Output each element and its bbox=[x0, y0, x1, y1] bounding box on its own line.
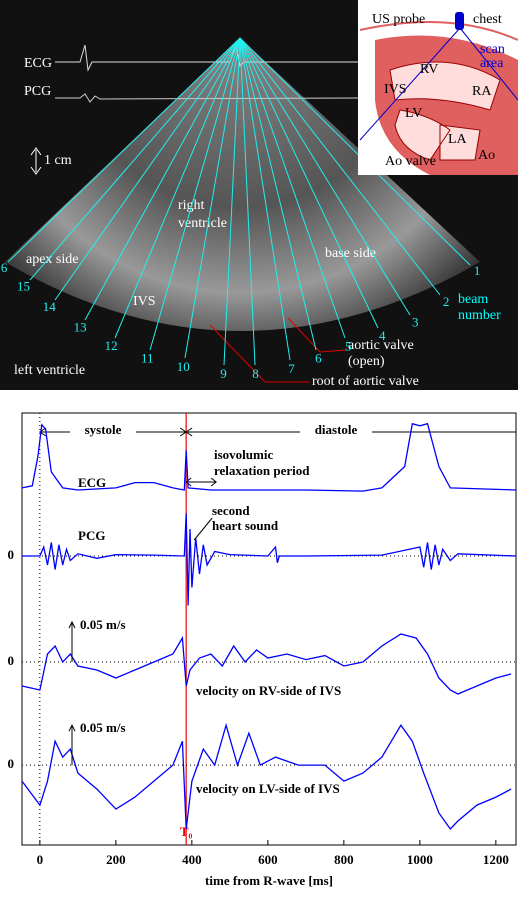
x-tick-label: 200 bbox=[106, 852, 126, 867]
phase-label: diastole bbox=[315, 422, 358, 437]
beam-label: number bbox=[458, 308, 501, 323]
annotation: second bbox=[212, 503, 250, 518]
trace-label: velocity on RV-side of IVS bbox=[196, 683, 341, 698]
beam-number: 14 bbox=[43, 299, 57, 314]
x-tick-label: 1200 bbox=[483, 852, 509, 867]
y-tick-label: 0 bbox=[8, 653, 15, 668]
inset-label: scan bbox=[480, 42, 505, 57]
trace-label: PCG bbox=[78, 528, 105, 543]
x-tick-label: 1000 bbox=[407, 852, 433, 867]
beam-number: 4 bbox=[379, 328, 386, 343]
inset-label: Ao bbox=[478, 148, 495, 163]
annotation: relaxation period bbox=[214, 463, 310, 478]
beam-number: 13 bbox=[74, 320, 87, 335]
beam-number: 3 bbox=[412, 315, 419, 330]
beam-number: 9 bbox=[220, 366, 227, 381]
inset-label: chest bbox=[473, 12, 502, 27]
region-label: root of aortic valve bbox=[312, 374, 419, 389]
beam-number: 1 bbox=[474, 263, 481, 278]
scale-bar bbox=[69, 622, 75, 662]
trace-label: ECG bbox=[78, 475, 106, 490]
beam-number: 11 bbox=[141, 351, 154, 366]
scale-label: 0.05 m/s bbox=[80, 720, 126, 735]
inset-label: US probe bbox=[372, 12, 425, 27]
x-axis-label: time from R-wave [ms] bbox=[205, 873, 333, 888]
x-tick-label: 800 bbox=[334, 852, 354, 867]
trace-label: ECG bbox=[24, 56, 52, 71]
beam-number: 12 bbox=[105, 338, 118, 353]
x-tick-label: 400 bbox=[182, 852, 202, 867]
y-tick-label: 0 bbox=[8, 547, 15, 562]
beam-label: beam bbox=[458, 292, 488, 307]
inset-label: area bbox=[480, 56, 504, 71]
beam-number: 16 bbox=[0, 260, 8, 275]
x-tick-label: 600 bbox=[258, 852, 278, 867]
probe bbox=[455, 12, 464, 30]
figure: ECG PCG 1 cm right ventricle base side a… bbox=[0, 0, 518, 892]
region-label: base side bbox=[325, 246, 376, 261]
trace bbox=[22, 725, 511, 829]
x-tick-label: 0 bbox=[37, 852, 44, 867]
region-label: (open) bbox=[348, 354, 385, 369]
beam-number: 6 bbox=[315, 351, 322, 366]
beam-number: 15 bbox=[17, 279, 30, 294]
beam-number: 7 bbox=[288, 361, 295, 376]
inset-label: LA bbox=[448, 132, 468, 147]
inset-diagram: US probe chest scan area RV RA IVS LV LA… bbox=[358, 0, 518, 175]
beam-number: 10 bbox=[177, 359, 190, 374]
beam-number: 8 bbox=[252, 366, 259, 381]
trace-label: PCG bbox=[24, 84, 51, 99]
annotation: heart sound bbox=[212, 518, 279, 533]
phase-label: systole bbox=[85, 422, 122, 437]
beam-number: 5 bbox=[345, 338, 352, 353]
inset-label: RA bbox=[472, 84, 492, 99]
inset-label: LV bbox=[405, 106, 422, 121]
region-label: IVS bbox=[133, 294, 156, 309]
annotation: isovolumic bbox=[214, 447, 273, 462]
y-tick-label: 0 bbox=[8, 756, 15, 771]
region-label: left ventricle bbox=[14, 363, 85, 378]
scale-label: 0.05 m/s bbox=[80, 617, 126, 632]
inset-label: RV bbox=[420, 62, 438, 77]
inset-label: Ao valve bbox=[385, 154, 436, 169]
trace-label: velocity on LV-side of IVS bbox=[196, 781, 340, 796]
inset-label: IVS bbox=[384, 82, 407, 97]
scale-label: 1 cm bbox=[44, 153, 72, 168]
chart: time from R-wave [ms] 0 200 400 600 800 1000 1… bbox=[8, 413, 517, 888]
beam-number: 2 bbox=[443, 294, 450, 309]
